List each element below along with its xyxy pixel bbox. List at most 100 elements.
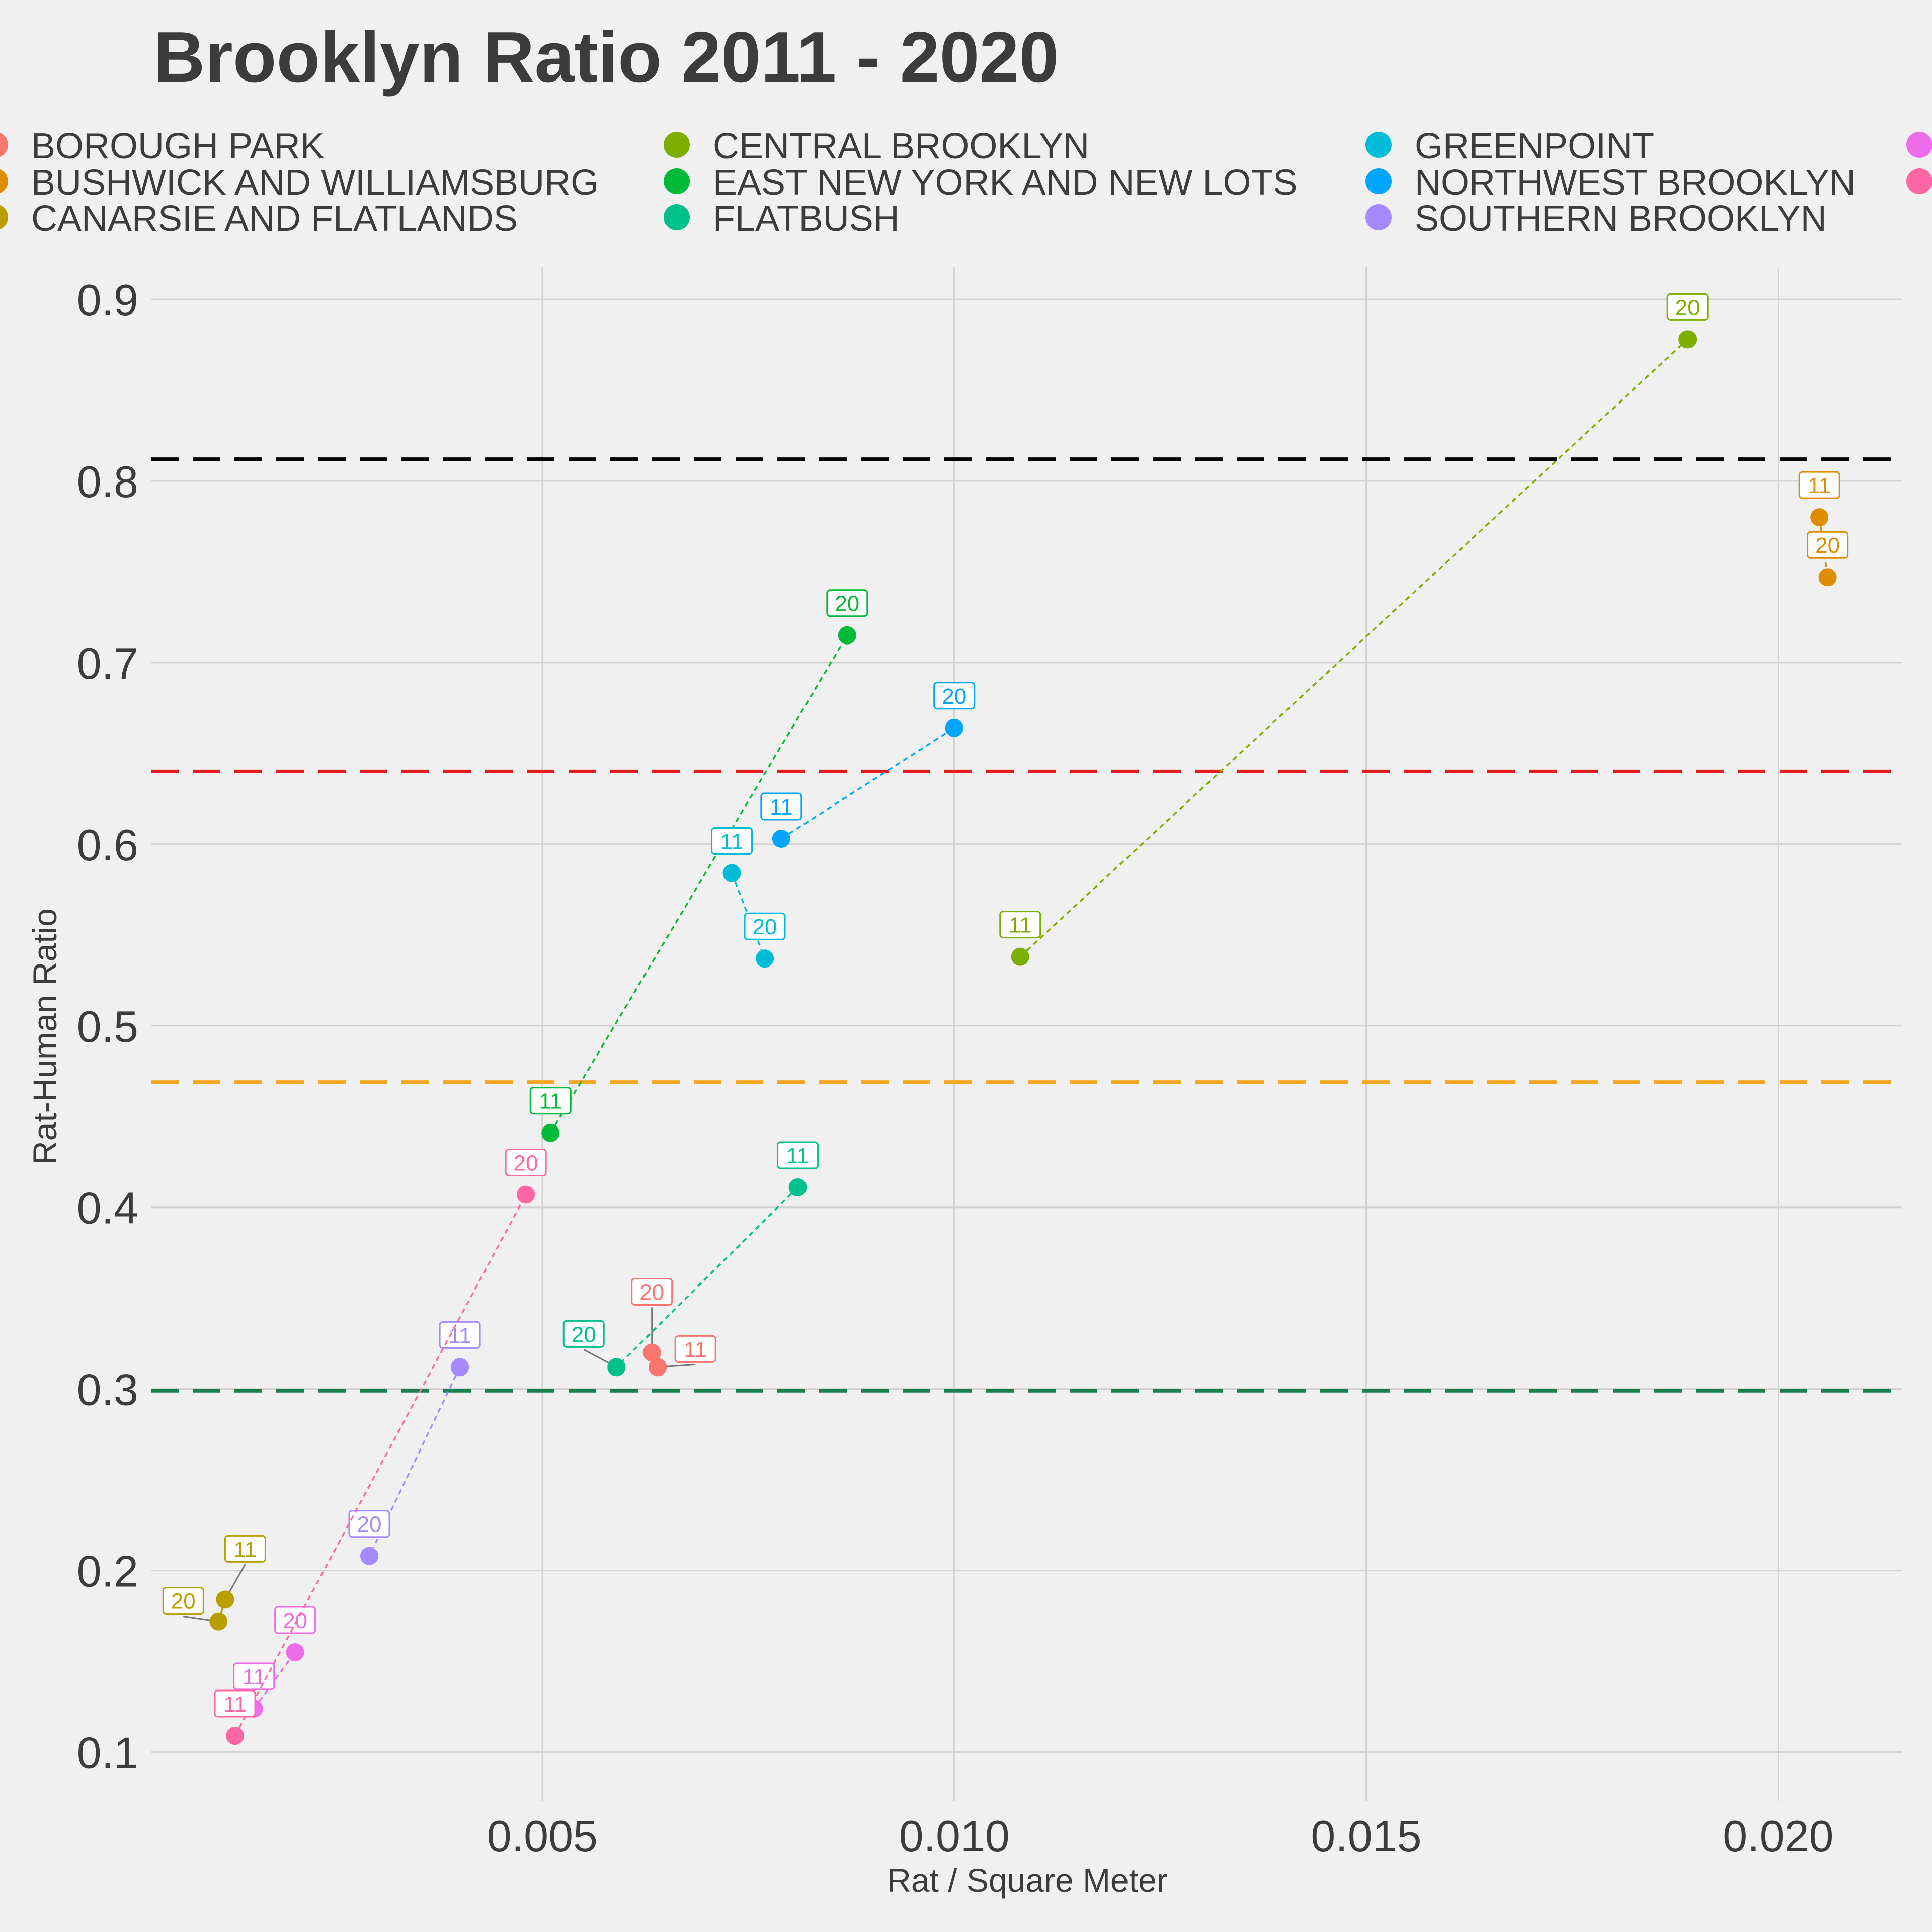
legend-label: SOUTHERN BROOKLYN bbox=[1415, 199, 1827, 239]
series-group: 11 20 bbox=[760, 682, 976, 848]
legend-label: FLATBUSH bbox=[713, 199, 900, 239]
data-point bbox=[788, 1178, 807, 1196]
point-label-box bbox=[214, 1689, 256, 1718]
y-tick-label: 0.3 bbox=[77, 1365, 138, 1415]
legend-marker bbox=[0, 169, 8, 193]
x-axis-label: Rat / Square Meter bbox=[887, 1862, 1168, 1899]
legend-item: EAST NEW YORK AND NEW LOTS bbox=[664, 163, 1298, 203]
point-label-box bbox=[224, 1535, 266, 1563]
legend-label: CENTRAL BROOKLYN bbox=[713, 126, 1089, 167]
point-label: 20 bbox=[835, 592, 859, 616]
data-point bbox=[1678, 330, 1697, 349]
point-label-box bbox=[999, 911, 1041, 939]
legend-item: NORTHWEST BROOKLYN bbox=[1365, 163, 1856, 203]
series-line bbox=[253, 1651, 296, 1709]
data-point bbox=[541, 1123, 560, 1142]
legend-item bbox=[1906, 168, 1932, 194]
point-label-box bbox=[777, 1141, 819, 1169]
series-line bbox=[234, 1194, 527, 1736]
data-point bbox=[945, 718, 963, 737]
point-label: 20 bbox=[514, 1151, 538, 1175]
data-point bbox=[838, 626, 856, 645]
legend-marker bbox=[1365, 168, 1392, 194]
legend-item: FLATBUSH bbox=[664, 199, 900, 239]
point-label-box bbox=[631, 1277, 673, 1306]
y-tick-label: 0.4 bbox=[77, 1183, 138, 1233]
point-label: 11 bbox=[720, 830, 744, 854]
point-label-box bbox=[744, 912, 786, 940]
y-axis-label: Rat-Human Ratio bbox=[26, 908, 63, 1165]
data-point bbox=[360, 1547, 378, 1565]
point-label-box bbox=[274, 1606, 316, 1634]
point-label-box bbox=[562, 1320, 605, 1348]
point-label-box bbox=[505, 1148, 547, 1176]
data-point bbox=[286, 1643, 304, 1662]
point-label-box bbox=[162, 1587, 204, 1615]
chart-title: Brooklyn Ratio 2011 - 2020 bbox=[153, 17, 1059, 97]
series-group: 11 20 bbox=[711, 827, 786, 968]
point-label: 11 bbox=[1808, 473, 1831, 498]
data-point bbox=[607, 1358, 626, 1377]
data-point bbox=[1810, 508, 1829, 527]
series-line bbox=[549, 634, 848, 1134]
data-point bbox=[756, 949, 774, 968]
series-line bbox=[780, 727, 955, 840]
y-tick-label: 0.1 bbox=[77, 1728, 138, 1778]
legend-marker bbox=[664, 204, 690, 230]
point-label-box bbox=[711, 827, 753, 855]
point-label: 20 bbox=[639, 1280, 664, 1305]
legend-label: BUSHWICK AND WILLIAMSBURG bbox=[31, 163, 599, 203]
y-tick-label: 0.5 bbox=[77, 1002, 138, 1052]
data-point bbox=[1011, 947, 1029, 966]
data-point bbox=[209, 1612, 228, 1631]
y-tick-label: 0.2 bbox=[77, 1547, 138, 1596]
legend-label: EAST NEW YORK AND NEW LOTS bbox=[713, 163, 1298, 203]
point-label: 20 bbox=[942, 684, 967, 709]
legend-marker bbox=[664, 168, 690, 194]
point-label-box bbox=[233, 1662, 275, 1691]
point-label-box bbox=[1666, 293, 1709, 321]
data-point bbox=[216, 1590, 234, 1609]
grid bbox=[151, 267, 1902, 1801]
legend-item: CANARSIE AND FLATLANDS bbox=[0, 199, 518, 239]
legend-marker bbox=[1906, 132, 1932, 158]
point-label: 11 bbox=[1009, 913, 1032, 938]
point-label-box bbox=[760, 792, 802, 821]
legend-label: NORTHWEST BROOKLYN bbox=[1415, 163, 1856, 203]
data-point bbox=[649, 1358, 667, 1377]
point-label: 11 bbox=[223, 1692, 247, 1717]
tick-labels: 0.005 0.010 0.015 0.020 0.1 0.2 0.3 0.4 0.5 0.6 0.… bbox=[77, 275, 1834, 1861]
legend-marker bbox=[1365, 204, 1392, 230]
point-label: 20 bbox=[357, 1512, 381, 1537]
point-label: 20 bbox=[1675, 295, 1700, 320]
y-tick-label: 0.7 bbox=[77, 638, 138, 688]
data-point bbox=[451, 1358, 469, 1377]
point-label: 11 bbox=[539, 1089, 562, 1114]
legend-item: SOUTHERN BROOKLYN bbox=[1365, 199, 1827, 239]
data-point bbox=[1818, 568, 1837, 587]
legend-marker bbox=[664, 132, 690, 158]
legend-item: BUSHWICK AND WILLIAMSBURG bbox=[0, 163, 599, 203]
legend-marker bbox=[0, 133, 8, 157]
legend-marker bbox=[0, 205, 8, 229]
point-label-box bbox=[348, 1510, 390, 1538]
x-tick-label: 0.015 bbox=[1311, 1811, 1421, 1861]
point-label: 20 bbox=[753, 915, 777, 939]
series-group: 11 20 bbox=[631, 1277, 716, 1377]
data-point bbox=[772, 829, 790, 848]
legend-label: GREENPOINT bbox=[1415, 126, 1654, 167]
point-label-box bbox=[933, 682, 976, 710]
y-tick-label: 0.6 bbox=[77, 820, 138, 870]
x-tick-label: 0.020 bbox=[1723, 1811, 1833, 1861]
point-label: 11 bbox=[684, 1337, 707, 1362]
y-tick-label: 0.8 bbox=[77, 457, 138, 507]
point-label-box bbox=[826, 589, 868, 617]
x-tick-label: 0.010 bbox=[899, 1811, 1010, 1861]
series-line bbox=[616, 1186, 798, 1368]
series-group: 11 20 bbox=[1798, 471, 1849, 587]
series-group: 11 20 bbox=[529, 589, 868, 1142]
y-tick-label: 0.9 bbox=[77, 275, 138, 325]
